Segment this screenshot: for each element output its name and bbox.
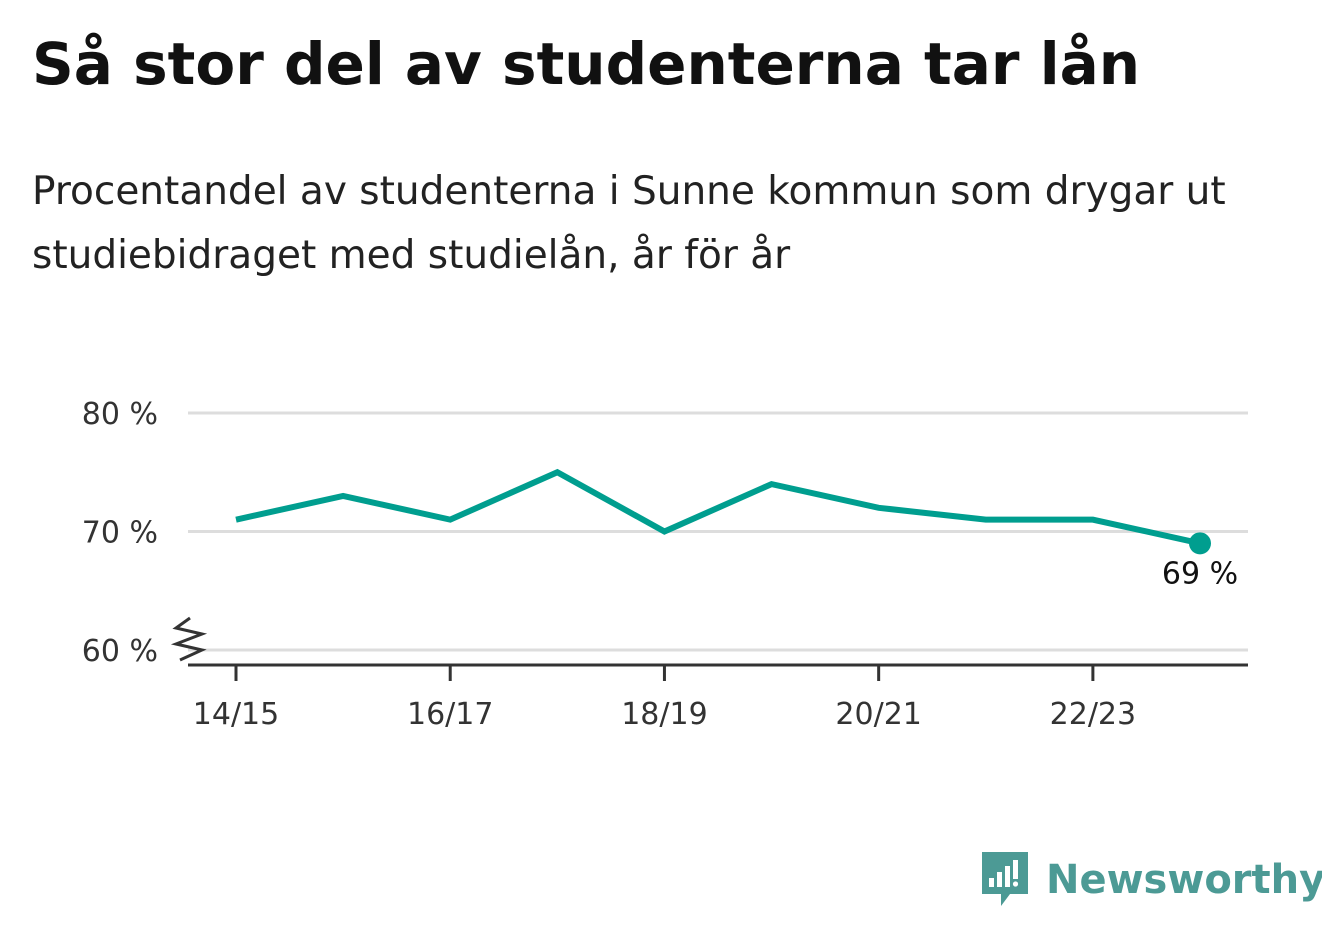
chart-subtitle: Procentandel av studenterna i Sunne komm… xyxy=(32,169,1226,278)
x-axis-tick-labels: 14/15 16/17 18/19 20/21 22/23 xyxy=(193,697,1136,732)
line-chart: 60 % 70 % 80 % 14/15 16/17 18/19 20/21 22/23 6… xyxy=(82,397,1248,732)
series-line xyxy=(235,468,1201,547)
y-axis-tick-labels: 60 % 70 % 80 % xyxy=(82,397,158,669)
x-axis xyxy=(170,616,1248,681)
y-tick-label: 80 % xyxy=(82,397,158,432)
series xyxy=(235,468,1211,555)
x-tick-label: 14/15 xyxy=(193,697,279,732)
chart-title: Så stor del av studenterna tar lån xyxy=(32,30,1141,98)
last-point-marker xyxy=(1189,532,1211,555)
newsworthy-wordmark: Newsworthy xyxy=(1046,857,1322,903)
x-tick-label: 20/21 xyxy=(835,697,921,732)
data-labels: 69 % xyxy=(1162,556,1238,591)
gridlines xyxy=(188,411,1248,652)
x-tick-label: 18/19 xyxy=(621,697,707,732)
newsworthy-logo: Newsworthy xyxy=(980,850,1322,910)
y-axis-break-icon xyxy=(170,616,208,662)
data-label: 69 % xyxy=(1162,556,1238,591)
x-tick-label: 22/23 xyxy=(1050,697,1136,732)
newsworthy-logo-icon xyxy=(982,852,1028,906)
y-tick-label: 70 % xyxy=(82,516,158,551)
x-tick-label: 16/17 xyxy=(407,697,493,732)
y-tick-label: 60 % xyxy=(82,634,158,669)
